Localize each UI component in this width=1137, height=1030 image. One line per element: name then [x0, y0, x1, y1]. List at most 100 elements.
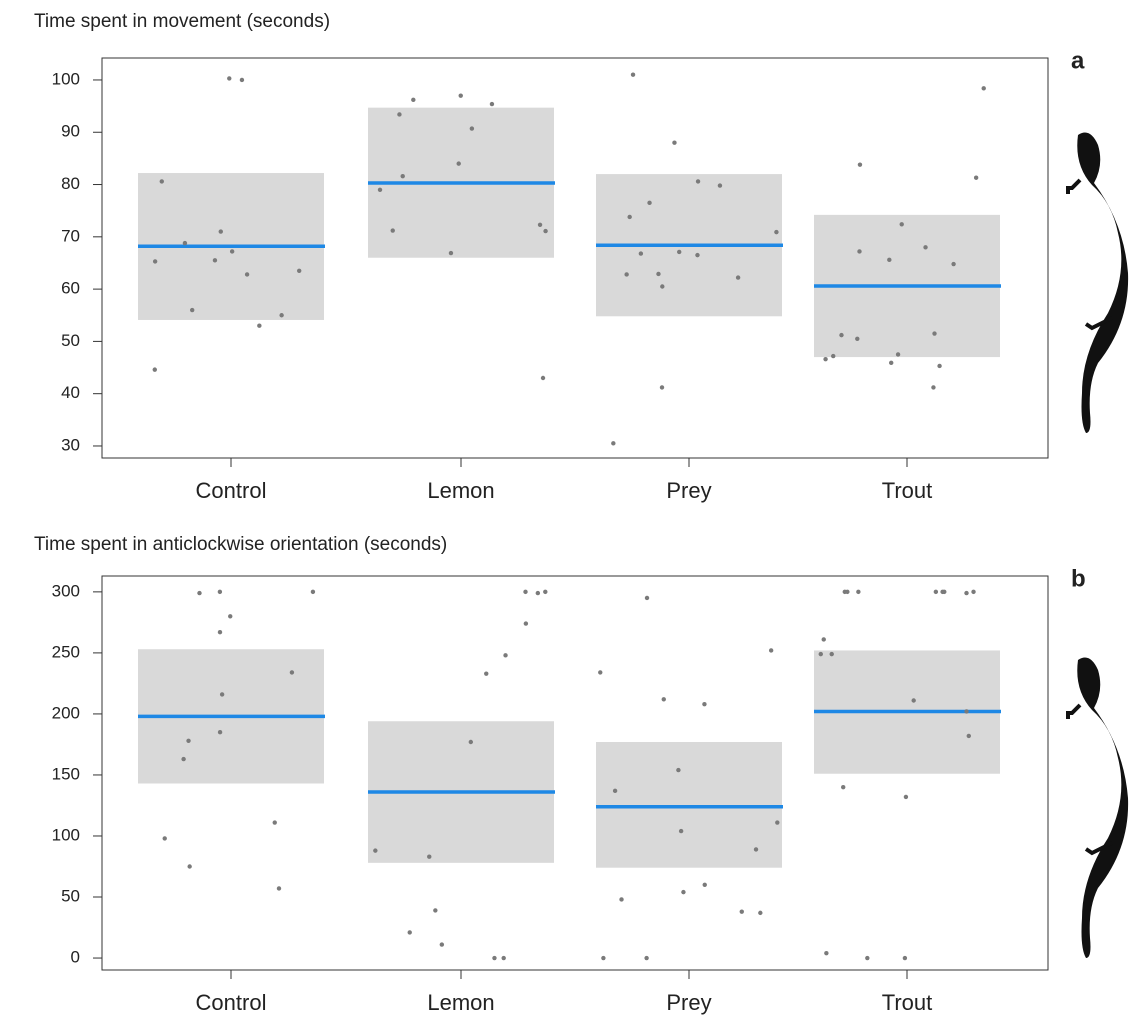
data-point — [543, 589, 548, 595]
data-point — [540, 375, 546, 381]
data-point — [630, 72, 636, 77]
data-point — [152, 367, 157, 372]
data-point — [887, 257, 892, 263]
data-point — [400, 173, 405, 179]
data-point — [279, 313, 284, 318]
data-point — [228, 614, 233, 619]
data-point — [468, 739, 474, 745]
data-point — [229, 249, 235, 254]
data-point — [244, 272, 250, 277]
data-point — [774, 229, 779, 235]
data-point — [619, 897, 624, 902]
data-point — [855, 336, 860, 341]
data-point — [839, 332, 844, 338]
data-point — [227, 76, 232, 81]
data-point — [659, 385, 665, 390]
panel-label: b — [1071, 565, 1086, 592]
y-tick-label: 70 — [61, 226, 80, 245]
data-point — [829, 651, 834, 657]
data-point — [768, 648, 774, 653]
data-point — [217, 730, 223, 735]
interval-box — [596, 741, 782, 868]
data-point — [523, 621, 529, 626]
data-point — [181, 756, 186, 762]
data-point — [257, 323, 262, 328]
data-point — [484, 671, 489, 676]
data-point — [865, 955, 870, 961]
data-point — [439, 942, 445, 947]
data-point — [276, 886, 282, 891]
y-tick-label: 40 — [61, 383, 80, 402]
data-point — [182, 240, 188, 246]
salamander-icon — [1066, 132, 1129, 434]
salamander-icon — [1066, 657, 1129, 958]
data-point — [677, 249, 682, 255]
data-point — [612, 788, 618, 794]
data-point — [489, 101, 495, 107]
data-point — [818, 651, 823, 657]
data-point — [681, 889, 686, 895]
data-point — [695, 252, 700, 258]
data-point — [676, 767, 681, 773]
data-point — [899, 222, 904, 227]
data-point — [933, 589, 939, 595]
data-point — [456, 161, 461, 166]
data-point — [543, 228, 548, 234]
data-point — [758, 910, 763, 916]
data-point — [152, 259, 158, 264]
data-point — [186, 738, 191, 743]
y-tick-label: 90 — [61, 122, 80, 141]
data-point — [187, 864, 192, 869]
y-tick-label: 60 — [61, 279, 80, 298]
panel-title: Time spent in anticlockwise orientation … — [34, 534, 447, 555]
data-point — [377, 187, 383, 192]
data-point — [162, 836, 167, 841]
data-point — [824, 950, 829, 956]
data-point — [660, 284, 665, 289]
data-point — [937, 363, 942, 369]
data-point — [397, 112, 402, 117]
data-point — [411, 97, 416, 103]
data-point — [218, 229, 223, 234]
data-point — [448, 250, 454, 256]
data-point — [753, 847, 759, 852]
data-point — [775, 820, 780, 825]
data-point — [903, 794, 909, 800]
data-point — [981, 86, 986, 91]
y-tick-label: 300 — [52, 581, 80, 600]
data-point — [823, 356, 828, 362]
x-tick-label: Prey — [666, 478, 711, 503]
y-tick-label: 150 — [52, 764, 80, 783]
data-point — [427, 854, 432, 859]
x-tick-label: Trout — [882, 990, 933, 1015]
y-tick-label: 30 — [61, 435, 80, 454]
data-point — [523, 589, 528, 595]
data-point — [390, 228, 395, 233]
data-point — [735, 275, 741, 280]
data-point — [702, 882, 707, 888]
data-point — [433, 908, 438, 913]
data-point — [289, 670, 295, 675]
data-point — [458, 93, 463, 98]
data-point — [695, 179, 701, 184]
data-point — [951, 261, 956, 267]
x-tick-label: Trout — [882, 478, 933, 503]
data-point — [601, 955, 606, 961]
data-point — [217, 629, 223, 635]
data-point — [310, 589, 316, 595]
data-point — [644, 955, 649, 961]
data-point — [971, 589, 976, 595]
data-point — [856, 589, 861, 595]
data-point — [739, 909, 744, 914]
data-point — [644, 595, 650, 601]
data-point — [535, 590, 541, 596]
data-point — [407, 930, 412, 935]
data-point — [638, 251, 644, 256]
y-tick-label: 50 — [61, 331, 80, 350]
data-point — [857, 162, 863, 167]
data-point — [537, 222, 543, 227]
panel-title: Time spent in movement (seconds) — [34, 11, 330, 32]
data-point — [492, 955, 497, 961]
data-point — [964, 709, 969, 714]
data-point — [895, 352, 901, 357]
